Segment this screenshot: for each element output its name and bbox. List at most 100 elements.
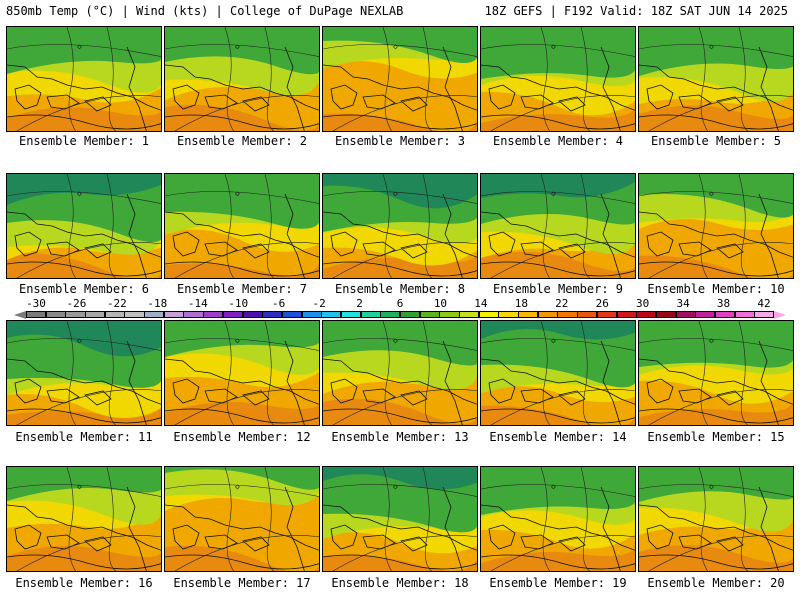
- header-valid-time: 18Z GEFS | F192 Valid: 18Z SAT JUN 14 20…: [484, 4, 788, 18]
- ensemble-member-caption: Ensemble Member: 9: [492, 282, 624, 296]
- ensemble-map-panel: ◇: [6, 466, 162, 572]
- colorbar-segment: [636, 311, 657, 318]
- ensemble-member-caption: Ensemble Member: 15: [647, 430, 785, 444]
- colorbar-segment: [242, 311, 263, 318]
- ensemble-map-panel: ◇: [322, 173, 478, 279]
- svg-text:◇: ◇: [709, 336, 714, 345]
- colorbar-tick-label: 10: [433, 297, 448, 310]
- colorbar-tick-label: 6: [396, 297, 404, 310]
- colorbar-segment: [714, 311, 736, 318]
- colorbar-segment: [124, 311, 145, 318]
- ensemble-map-panel: ◇: [322, 466, 478, 572]
- ensemble-member-caption: Ensemble Member: 12: [173, 430, 311, 444]
- svg-text:◇: ◇: [77, 336, 82, 345]
- ensemble-map-panel: ◇: [6, 26, 162, 132]
- svg-text:◇: ◇: [235, 189, 240, 198]
- colorbar-segment: [222, 311, 243, 318]
- ensemble-map-panel: ◇: [638, 320, 794, 426]
- colorbar-segment: [419, 311, 440, 318]
- colorbar-tick-label: -14: [187, 297, 208, 310]
- temperature-colorbar: -30 -26 -22 -18 -14 -10 -6 -2 2 6 10 14 18 22 26 30 34 38…: [10, 297, 790, 321]
- colorbar-segment: [340, 311, 362, 318]
- svg-text:◇: ◇: [393, 42, 398, 51]
- svg-text:◇: ◇: [235, 336, 240, 345]
- ensemble-map-panel: ◇: [164, 466, 320, 572]
- ensemble-map-panel: ◇: [480, 26, 636, 132]
- colorbar-tick-label: -26: [66, 297, 87, 310]
- svg-text:◇: ◇: [709, 482, 714, 491]
- ensemble-member-caption: Ensemble Member: 8: [334, 282, 466, 296]
- svg-text:◇: ◇: [77, 482, 82, 491]
- svg-text:◇: ◇: [551, 189, 556, 198]
- colorbar-segment: [45, 311, 66, 318]
- ensemble-map-panel: ◇: [6, 173, 162, 279]
- ensemble-member-caption: Ensemble Member: 7: [176, 282, 308, 296]
- colorbar-segment: [537, 311, 558, 318]
- ensemble-member-caption: Ensemble Member: 14: [489, 430, 627, 444]
- ensemble-map-panel: ◇: [164, 26, 320, 132]
- ensemble-map-panel: ◇: [480, 173, 636, 279]
- ensemble-member-caption: Ensemble Member: 16: [15, 576, 153, 590]
- colorbar-tick-label: 18: [514, 297, 528, 310]
- colorbar-segment: [183, 311, 204, 318]
- colorbar-segment: [577, 311, 598, 318]
- svg-text:◇: ◇: [709, 42, 714, 51]
- ensemble-map-panel: ◇: [164, 320, 320, 426]
- svg-text:◇: ◇: [393, 482, 398, 491]
- header-title: 850mb Temp (°C) | Wind (kts) | College o…: [6, 4, 404, 18]
- ensemble-member-caption: Ensemble Member: 10: [647, 282, 785, 296]
- colorbar-segment: [734, 311, 755, 318]
- svg-text:◇: ◇: [77, 189, 82, 198]
- colorbar-segment: [695, 311, 716, 318]
- colorbar-segment: [754, 311, 775, 318]
- colorbar-segment: [360, 311, 381, 318]
- colorbar-segment: [459, 311, 480, 318]
- ensemble-map-panel: ◇: [480, 466, 636, 572]
- ensemble-member-caption: Ensemble Member: 17: [173, 576, 311, 590]
- svg-text:◇: ◇: [551, 42, 556, 51]
- colorbar-segment: [380, 311, 401, 318]
- svg-text:◇: ◇: [393, 336, 398, 345]
- svg-text:◇: ◇: [77, 42, 82, 51]
- colorbar-segment: [26, 311, 47, 318]
- colorbar-segment: [85, 311, 106, 318]
- colorbar-segment: [616, 311, 637, 318]
- colorbar-segment: [675, 311, 696, 318]
- ensemble-member-caption: Ensemble Member: 19: [489, 576, 627, 590]
- colorbar-tick-label: -18: [147, 297, 168, 310]
- colorbar-tick-label: 30: [636, 297, 650, 310]
- ensemble-member-caption: Ensemble Member: 5: [650, 134, 782, 148]
- colorbar-segment: [144, 311, 165, 318]
- colorbar-segment: [498, 311, 519, 318]
- colorbar-tick-label: 38: [716, 297, 731, 310]
- ensemble-member-caption: Ensemble Member: 6: [18, 282, 150, 296]
- colorbar-tick-label: -6: [272, 297, 286, 310]
- colorbar-segment: [301, 311, 322, 318]
- colorbar-segment: [400, 311, 421, 318]
- colorbar-segment: [655, 311, 677, 318]
- svg-text:◇: ◇: [393, 189, 398, 198]
- colorbar-tick-label: -10: [228, 297, 249, 310]
- colorbar-segment: [439, 311, 460, 318]
- ensemble-member-caption: Ensemble Member: 1: [18, 134, 150, 148]
- ensemble-map-panel: ◇: [638, 466, 794, 572]
- colorbar-tick-label: -2: [312, 297, 326, 310]
- ensemble-map-panel: ◇: [322, 320, 478, 426]
- colorbar-segment: [478, 311, 499, 318]
- colorbar-segment: [281, 311, 303, 318]
- svg-text:◇: ◇: [709, 189, 714, 198]
- colorbar-segment: [65, 311, 86, 318]
- ensemble-member-caption: Ensemble Member: 20: [647, 576, 785, 590]
- ensemble-map-panel: ◇: [322, 26, 478, 132]
- ensemble-map-panel: ◇: [638, 26, 794, 132]
- svg-text:◇: ◇: [551, 336, 556, 345]
- colorbar-min-arrow: [14, 311, 26, 319]
- colorbar-tick-label: 42: [757, 297, 771, 310]
- colorbar-segment: [163, 311, 184, 318]
- colorbar-tick-label: 14: [474, 297, 488, 310]
- svg-text:◇: ◇: [235, 482, 240, 491]
- colorbar-segment: [557, 311, 578, 318]
- ensemble-member-caption: Ensemble Member: 4: [492, 134, 624, 148]
- colorbar-tick-label: 22: [555, 297, 569, 310]
- ensemble-map-panel: ◇: [6, 320, 162, 426]
